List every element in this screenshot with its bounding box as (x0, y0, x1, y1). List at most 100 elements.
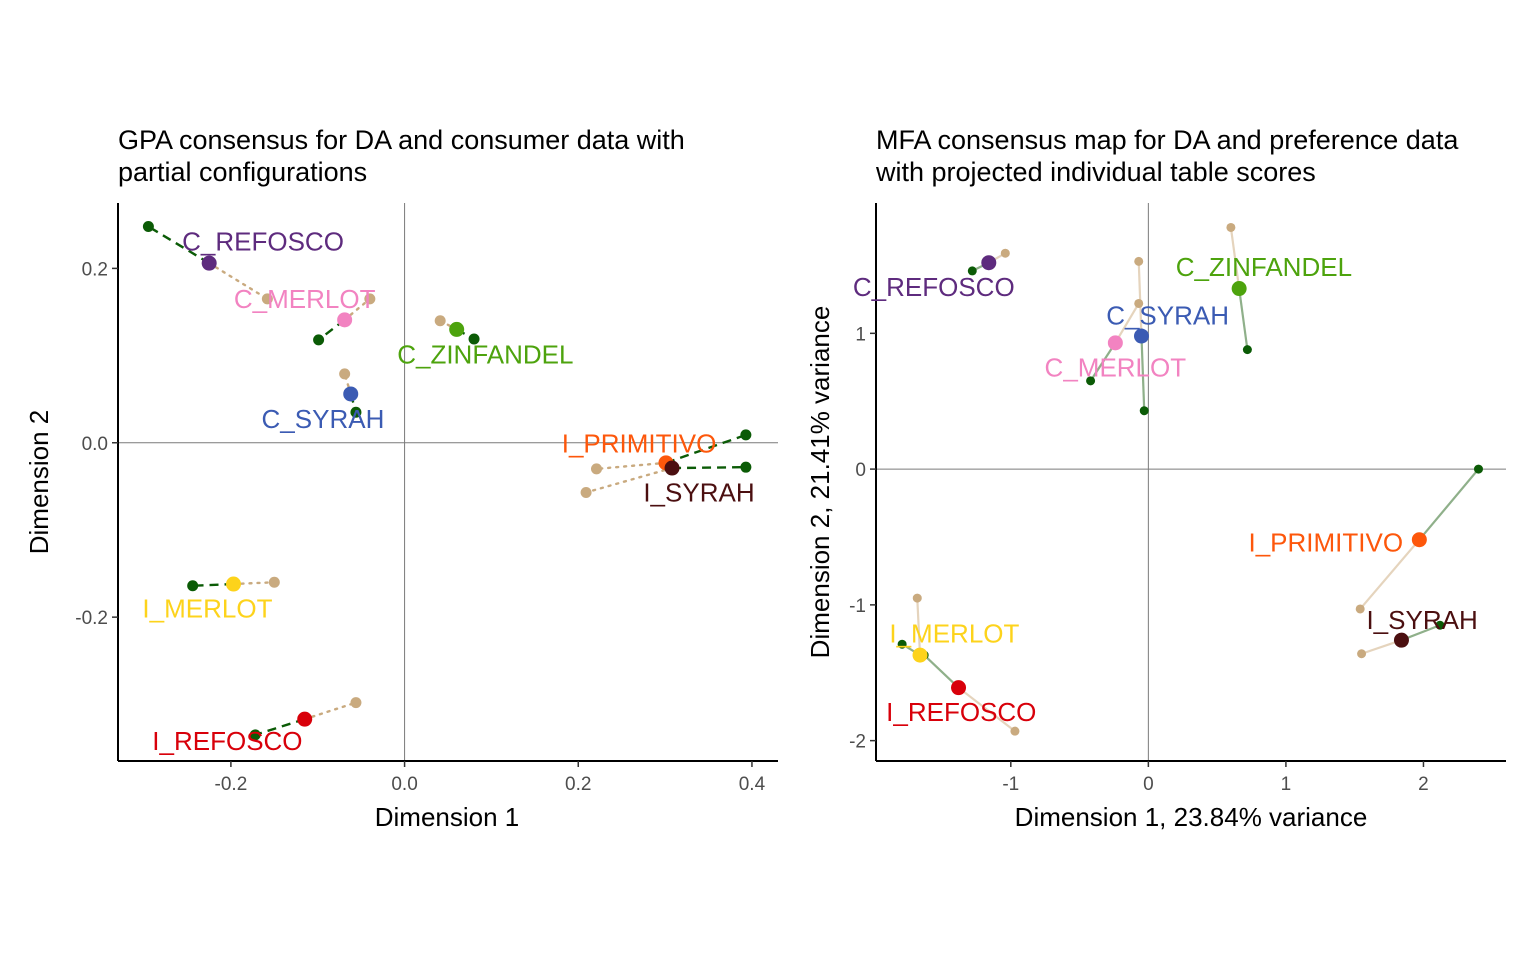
gpa-y-axis-label: Dimension 2 (24, 410, 54, 555)
gpa-consumer-link-i-syrah (584, 466, 674, 494)
mfa-da-link-c-zinfandel (1238, 288, 1249, 350)
mfa-consensus-point-c-zinfandel (1231, 281, 1247, 297)
mfa-pref-link-i-primitivo (1359, 538, 1421, 610)
mfa-pref-point-c-zinfandel (1226, 222, 1236, 232)
gpa-consumer-point-i-primitivo (591, 463, 602, 475)
gpa-da-point-c-merlot (313, 334, 325, 346)
gpa-x-tick-label: 0.0 (391, 774, 417, 795)
mfa-label-c-zinfandel: C_ZINFANDEL (1176, 252, 1352, 282)
mfa-x-tick-label: 0 (1143, 774, 1154, 795)
mfa-label-i-refosco: I_REFOSCO (886, 697, 1036, 727)
mfa-label-c-refosco: C_REFOSCO (853, 272, 1015, 302)
gpa-consensus-point-c-refosco (201, 255, 217, 271)
gpa-da-point-i-merlot (187, 580, 199, 592)
gpa-consumer-link-c-merlot (343, 297, 372, 322)
mfa-pref-link-c-zinfandel (1229, 227, 1241, 289)
gpa-consensus-point-i-merlot (226, 576, 241, 592)
gpa-x-tick-label: -0.2 (215, 774, 248, 795)
gpa-title-line-2: partial configurations (118, 157, 367, 187)
gpa-x-tick-label: 0.2 (565, 774, 591, 795)
gpa-da-link-c-refosco (147, 225, 210, 265)
mfa-da-point-i-merlot (897, 639, 907, 649)
mfa-plot-area: -1 0 1 2 1 0 -1 -2 C_REFOSCO C_ZINFANDEL C_SYRAH C_… (849, 203, 1506, 795)
mfa-pref-point-i-merlot (912, 593, 922, 603)
gpa-x-axis-label: Dimension 1 (375, 802, 520, 832)
mfa-pref-link-c-merlot (1114, 302, 1140, 344)
gpa-consumer-point-i-refosco (350, 697, 362, 709)
gpa-da-point-c-syrah (350, 406, 362, 418)
gpa-label-c-zinfandel: C_ZINFANDEL (397, 340, 573, 370)
mfa-pref-link-c-syrah (1137, 261, 1143, 337)
gpa-label-c-merlot: C_MERLOT (234, 284, 376, 314)
gpa-consumer-point-i-merlot (268, 576, 280, 588)
mfa-consensus-point-c-syrah (1133, 328, 1149, 344)
gpa-panel: GPA consensus for DA and consumer data w… (24, 125, 778, 832)
gpa-consumer-link-i-refosco (303, 701, 358, 721)
mfa-da-point-i-syrah (1435, 620, 1445, 630)
mfa-pref-link-i-refosco (957, 686, 1016, 733)
mfa-consensus-point-c-refosco (981, 255, 997, 271)
mfa-da-point-c-merlot (1086, 376, 1096, 386)
mfa-x-tick-label: 2 (1418, 774, 1429, 795)
gpa-consumer-point-c-merlot (364, 293, 376, 305)
gpa-consensus-point-c-zinfandel (449, 321, 465, 337)
mfa-da-point-i-primitivo (1473, 464, 1483, 474)
gpa-da-link-i-syrah (672, 465, 746, 470)
mfa-da-point-c-syrah (1139, 406, 1149, 416)
gpa-consensus-point-i-syrah (664, 460, 680, 476)
gpa-consensus-point-i-refosco (297, 711, 313, 727)
mfa-da-link-i-primitivo (1418, 468, 1480, 541)
mfa-label-c-merlot: C_MERLOT (1045, 352, 1187, 382)
mfa-x-tick-label: -1 (1002, 774, 1019, 795)
gpa-y-tick-label: 0.2 (82, 259, 108, 280)
gpa-consumer-point-c-zinfandel (434, 315, 446, 327)
gpa-consumer-link-c-refosco (207, 261, 269, 301)
mfa-pref-point-c-merlot (1134, 298, 1144, 308)
gpa-da-point-c-refosco (142, 221, 154, 233)
gpa-da-point-i-refosco (249, 729, 261, 741)
gpa-label-i-refosco: I_REFOSCO (152, 726, 302, 756)
gpa-da-point-i-syrah (740, 461, 752, 473)
mfa-da-link-c-merlot (1089, 342, 1117, 382)
mfa-panel: MFA consensus map for DA and preference … (805, 125, 1506, 832)
gpa-label-i-merlot: I_MERLOT (142, 593, 272, 623)
mfa-label-i-syrah: I_SYRAH (1366, 605, 1477, 635)
gpa-consensus-point-c-syrah (343, 386, 359, 402)
mfa-pref-point-i-refosco (1010, 726, 1020, 736)
gpa-y-tick-label: 0.0 (82, 434, 108, 455)
gpa-label-c-refosco: C_REFOSCO (182, 226, 344, 256)
gpa-label-i-syrah: I_SYRAH (643, 477, 754, 507)
mfa-pref-point-i-primitivo (1355, 604, 1365, 614)
mfa-da-point-c-zinfandel (1242, 345, 1252, 355)
mfa-da-link-i-refosco (923, 654, 960, 689)
mfa-pref-link-i-merlot (916, 598, 922, 656)
mfa-da-link-c-syrah (1140, 336, 1146, 411)
gpa-label-c-syrah: C_SYRAH (262, 404, 385, 434)
gpa-consumer-point-c-syrah (339, 368, 351, 380)
gpa-title-line-1: GPA consensus for DA and consumer data w… (118, 125, 685, 155)
gpa-consumer-point-i-syrah (580, 486, 592, 498)
gpa-da-point-i-primitivo (740, 429, 752, 441)
mfa-y-axis-label: Dimension 2, 21.41% variance (805, 306, 835, 659)
mfa-pref-point-i-syrah (1357, 649, 1367, 659)
gpa-consumer-link-i-primitivo (595, 461, 668, 471)
gpa-x-tick-label: 0.4 (739, 774, 766, 795)
mfa-consensus-point-c-merlot (1107, 335, 1123, 351)
gpa-y-tick-label: -0.2 (75, 608, 108, 629)
mfa-consensus-point-i-primitivo (1411, 532, 1427, 548)
mfa-y-tick-label: 1 (855, 324, 866, 345)
mfa-y-tick-label: -1 (849, 596, 866, 617)
gpa-plot-area: -0.2 0.0 0.2 0.4 0.2 0.0 -0.2 C_REFOSCO C_MERLOT… (75, 203, 778, 795)
gpa-da-link-i-refosco (254, 718, 306, 736)
gpa-da-point-c-zinfandel (468, 333, 480, 345)
gpa-label-i-primitivo: I_PRIMITIVO (562, 429, 717, 459)
mfa-da-point-c-refosco (967, 266, 977, 276)
mfa-consensus-point-i-merlot (912, 647, 928, 663)
mfa-title-line-2: with projected individual table scores (875, 157, 1316, 187)
mfa-x-axis-label: Dimension 1, 23.84% variance (1015, 802, 1368, 832)
mfa-consensus-point-i-refosco (951, 680, 967, 696)
mfa-label-i-merlot: I_MERLOT (889, 618, 1019, 648)
mfa-label-c-syrah: C_SYRAH (1106, 301, 1229, 331)
mfa-x-tick-label: 1 (1281, 774, 1292, 795)
